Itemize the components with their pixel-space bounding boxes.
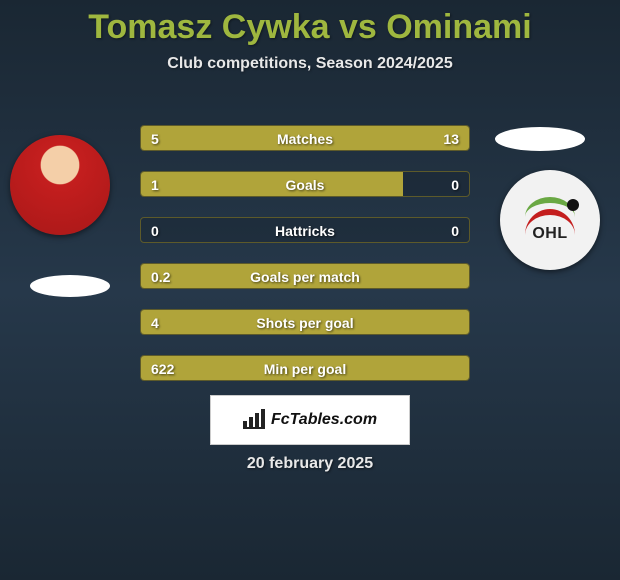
stat-bar-left: [141, 356, 469, 380]
ellipse-decor-right: [495, 127, 585, 151]
stat-value-right: 0: [451, 172, 459, 196]
chart-icon: [243, 411, 265, 429]
stat-bar-left: [141, 310, 469, 334]
stat-row: 513Matches: [140, 125, 470, 151]
stat-bar-right: [233, 126, 469, 150]
stat-value-left: 0: [151, 218, 159, 242]
stat-bar-left: [141, 172, 403, 196]
date-text: 20 february 2025: [0, 455, 620, 473]
branding-badge: FcTables.com: [210, 395, 410, 445]
stat-row: 622Min per goal: [140, 355, 470, 381]
subtitle: Club competitions, Season 2024/2025: [0, 55, 620, 73]
stat-label: Hattricks: [141, 218, 469, 242]
branding-text: FcTables.com: [271, 411, 377, 429]
stat-row: 10Goals: [140, 171, 470, 197]
page-title: Tomasz Cywka vs Ominami: [0, 0, 620, 47]
stat-bar-left: [141, 264, 469, 288]
player-left-avatar: [10, 135, 110, 235]
stat-row: 0.2Goals per match: [140, 263, 470, 289]
player-right-logo: OHL: [500, 170, 600, 270]
stat-row: 4Shots per goal: [140, 309, 470, 335]
stat-value-right: 0: [451, 218, 459, 242]
comparison-bars: 513Matches10Goals00Hattricks0.2Goals per…: [140, 125, 470, 401]
ohl-swoosh-icon: [525, 197, 575, 217]
stat-bar-left: [141, 126, 233, 150]
stat-row: 0 0Hattricks: [140, 217, 470, 243]
ellipse-decor-left: [30, 275, 110, 297]
